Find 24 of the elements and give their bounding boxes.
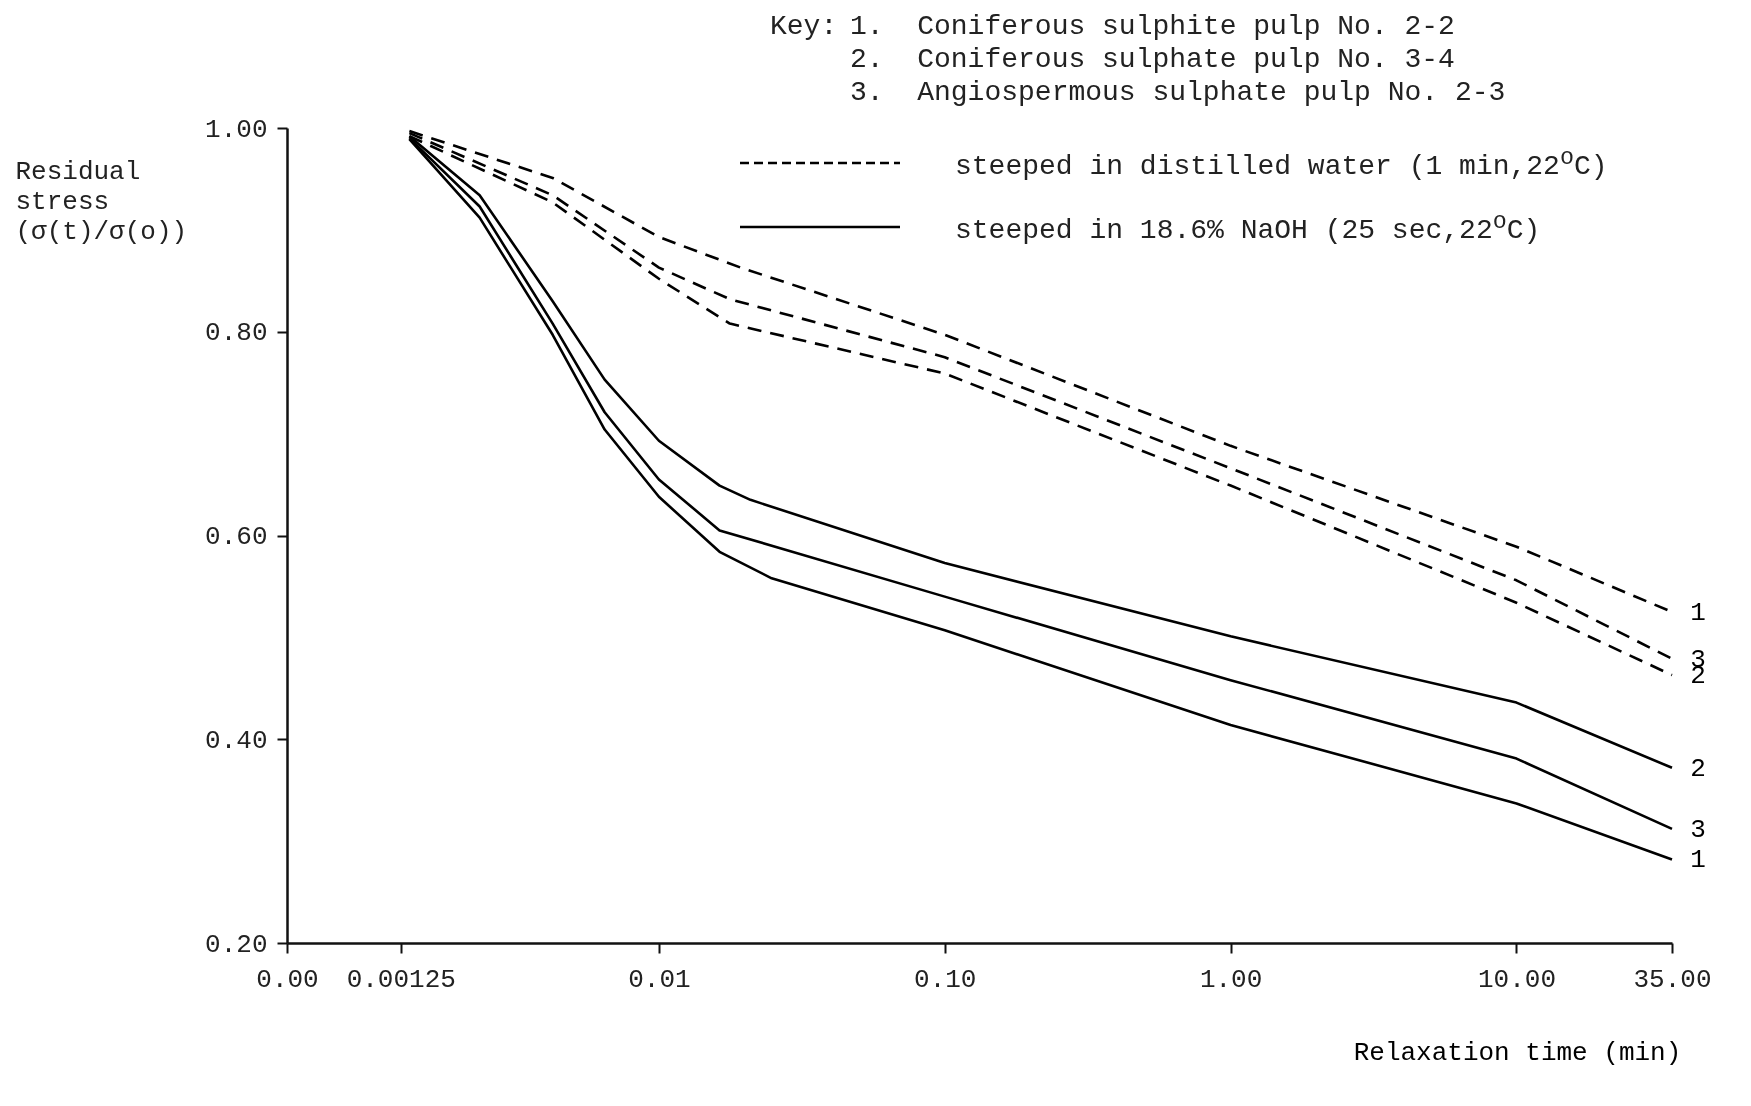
y-tick-label: 1.00 [205,114,268,145]
series-label: 2 [1690,753,1706,784]
x-axis-title: Relaxation time (min) [1353,1037,1682,1068]
text: 2. Coniferous sulphate pulp No. 3-4 [850,43,1456,76]
x-tick-label: 0.00 [256,964,319,995]
y-tick-label: 0.20 [205,929,268,960]
y-tick-label: 0.80 [205,318,268,349]
annotation: steeped in 18.6% NaOH (25 sec,22$^{o}$C) [955,208,1541,248]
text: Key: [770,10,838,43]
series-label: 3 [1690,814,1706,845]
x-tick-label: 0.00125 [346,964,456,995]
series-label: 1 [1690,597,1706,628]
y-tick-label: 0.60 [205,522,268,552]
text: 1. Coniferous sulphite pulp No. 2-2 [850,10,1456,43]
text: 3. Angiospermous sulphate pulp No. 2-3 [850,76,1507,109]
y-axis-title: Residual stress (σ(t)/σ(o)) [15,156,188,247]
x-tick-label: 35.00 [1633,964,1712,995]
x-tick-label: 10.00 [1477,964,1556,995]
x-tick-label: 0.10 [914,964,977,995]
annotation: steeped in distilled water (1 min,22$^{o}$C) [955,144,1608,184]
series-label: 1 [1690,845,1706,876]
x-tick-label: 1.00 [1199,964,1263,995]
y-tick-label: 0.40 [205,725,268,756]
x-tick-label: 0.01 [628,964,691,995]
